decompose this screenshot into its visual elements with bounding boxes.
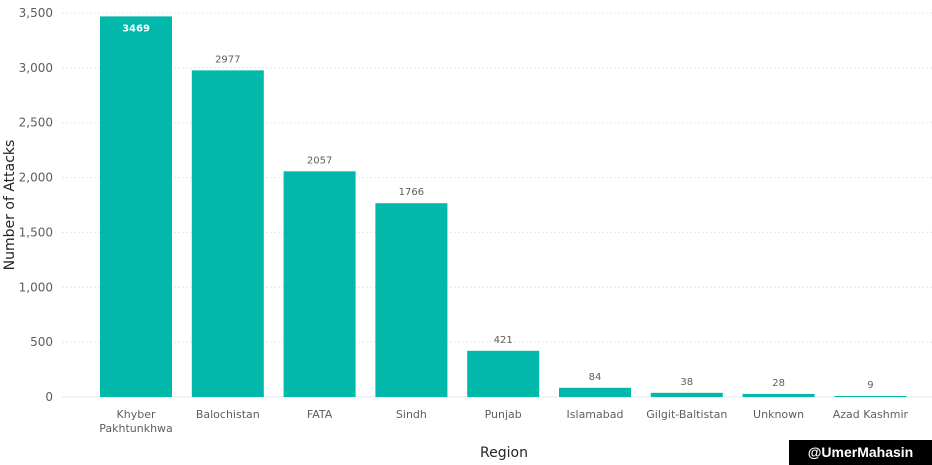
x-tick-label: FATA — [307, 408, 333, 421]
data-label: 1766 — [399, 187, 424, 198]
x-tick-label: Balochistan — [196, 408, 260, 421]
y-tick-label: 3,000 — [19, 61, 53, 75]
data-labels: 3469 2977 2057 1766 421 84 38 28 9 — [122, 23, 874, 391]
bar — [559, 387, 631, 397]
bar — [650, 392, 723, 397]
data-label: 2057 — [307, 155, 332, 166]
x-tick-label: Islamabad — [567, 408, 624, 421]
bar — [742, 393, 815, 397]
x-axis-categories: Khyber Pakhtunkhwa Balochistan FATA Sindh Pun… — [99, 408, 908, 435]
bar — [467, 350, 540, 397]
data-label: 28 — [772, 378, 785, 389]
x-tick-label: Gilgit-Baltistan — [646, 408, 727, 421]
y-tick-label: 2,500 — [19, 116, 53, 130]
data-label: 421 — [494, 335, 513, 346]
y-tick-label: 0 — [45, 390, 53, 404]
y-tick-label: 1,000 — [19, 280, 53, 294]
data-label: 84 — [589, 372, 602, 383]
bar — [834, 396, 907, 397]
data-label: 2977 — [215, 54, 240, 65]
y-tick-label: 1,500 — [19, 225, 53, 239]
y-axis-title: Number of Attacks — [2, 140, 18, 271]
x-tick-label: Khyber Pakhtunkhwa — [99, 408, 173, 435]
x-tick-label: Punjab — [485, 408, 522, 421]
y-tick-label: 500 — [30, 335, 53, 349]
y-tick-label: 2,000 — [19, 171, 53, 185]
bar — [191, 70, 264, 398]
x-tick-label: Azad Kashmir — [833, 408, 909, 421]
x-axis-title: Region — [480, 445, 528, 461]
y-axis-ticks: 0 500 1,000 1,500 2,000 2,500 3,000 3,500 — [19, 6, 53, 404]
bars — [100, 16, 907, 398]
data-label: 9 — [867, 380, 873, 391]
data-label: 38 — [680, 377, 693, 388]
y-tick-label: 3,500 — [19, 6, 53, 20]
watermark-badge: @UmerMahasin — [789, 440, 932, 465]
x-tick-label: Sindh — [396, 408, 427, 421]
data-label: 3469 — [122, 23, 150, 34]
x-tick-label: Unknown — [753, 408, 804, 421]
bar — [100, 16, 172, 397]
bar — [375, 203, 448, 397]
bar — [283, 171, 356, 397]
